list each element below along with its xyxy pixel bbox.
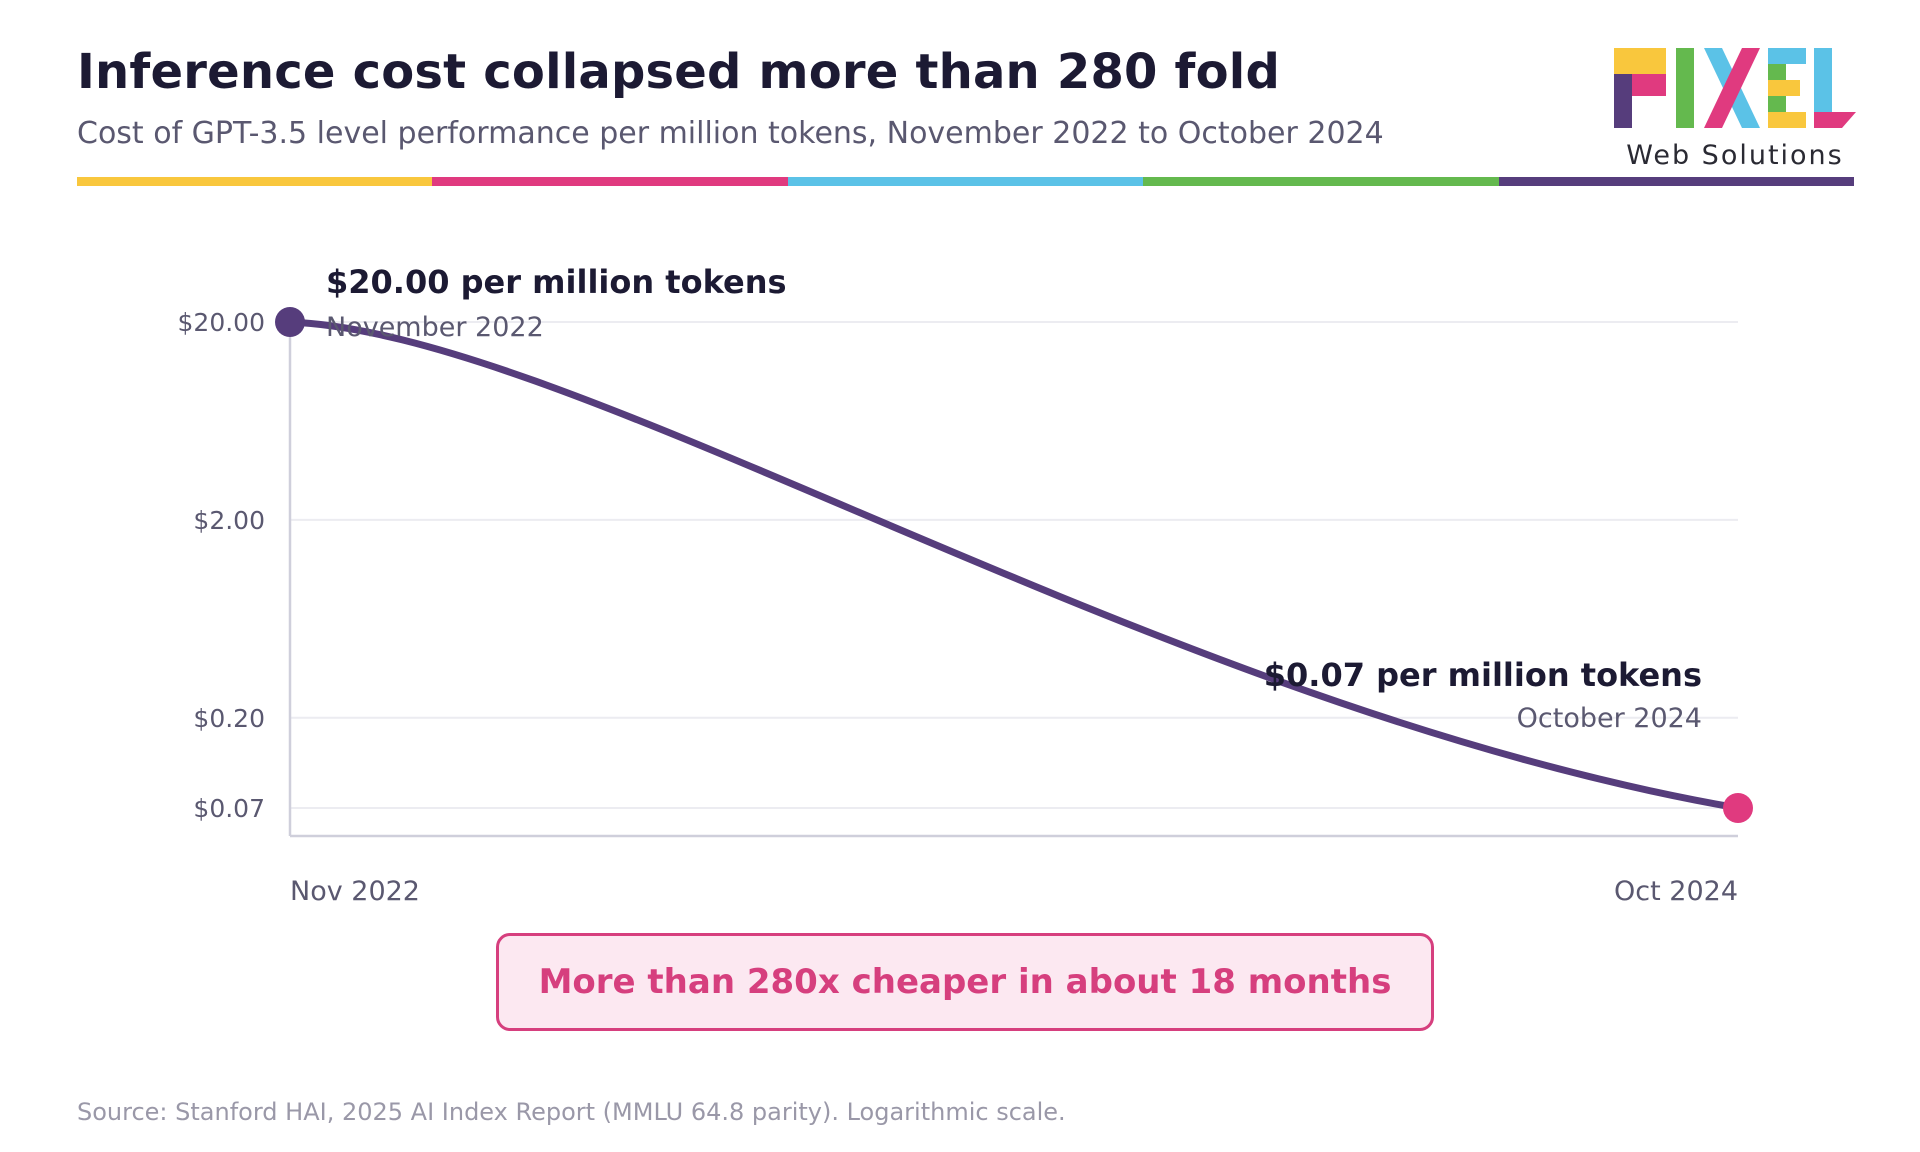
- logo-caption: Web Solutions: [1626, 140, 1844, 171]
- logo-letter-e: [1768, 48, 1806, 128]
- source-note: Source: Stanford HAI, 2025 AI Index Repo…: [77, 1098, 1066, 1126]
- data-point-marker: [1723, 793, 1753, 823]
- annotation-title: $0.07 per million tokens: [1264, 656, 1702, 694]
- annotation-subtitle: October 2024: [1517, 703, 1702, 734]
- line-chart: $20.00 $2.00 $0.20 $0.07 Nov 2022 Oct 2024 $20…: [178, 263, 1753, 907]
- divider-segment: [1498, 177, 1855, 186]
- callout-box: More than 280x cheaper in about 18 month…: [496, 933, 1434, 1031]
- y-tick-label: $0.20: [193, 704, 265, 733]
- data-point-marker: [275, 307, 305, 337]
- annotation-subtitle: November 2022: [326, 312, 544, 343]
- y-tick-label: $2.00: [193, 506, 265, 535]
- x-tick-label: Oct 2024: [1614, 876, 1738, 907]
- chart-subtitle: Cost of GPT-3.5 level performance per mi…: [77, 116, 1384, 151]
- divider-segment: [77, 177, 433, 186]
- divider-segment: [787, 177, 1144, 186]
- logo-letter-x: [1704, 48, 1760, 128]
- annotation-title: $20.00 per million tokens: [326, 263, 787, 301]
- chart-title: Inference cost collapsed more than 280 f…: [77, 44, 1281, 100]
- pixel-logo: [1614, 48, 1856, 128]
- divider-segment: [1143, 177, 1499, 186]
- logo-letter-i: [1676, 48, 1694, 128]
- logo-letter-l: [1814, 48, 1856, 128]
- y-tick-label: $0.07: [193, 794, 265, 823]
- y-tick-label: $20.00: [178, 308, 265, 337]
- logo-letter-p: [1614, 48, 1666, 128]
- divider-segment: [432, 177, 788, 186]
- x-tick-label: Nov 2022: [290, 876, 420, 907]
- rainbow-divider: [77, 177, 1855, 186]
- series-line: [286, 318, 1742, 812]
